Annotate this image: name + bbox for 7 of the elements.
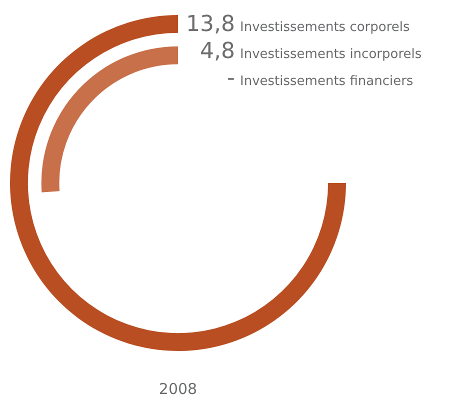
data-label: 13,8	[185, 12, 235, 37]
category-label: Investissements financiers	[240, 74, 414, 89]
data-label: 4,8	[199, 39, 235, 64]
category-label: Investissements incorporels	[240, 47, 422, 62]
data-label: -	[226, 66, 235, 91]
category-label: Investissements corporels	[240, 20, 410, 35]
text: 2008	[158, 380, 198, 398]
